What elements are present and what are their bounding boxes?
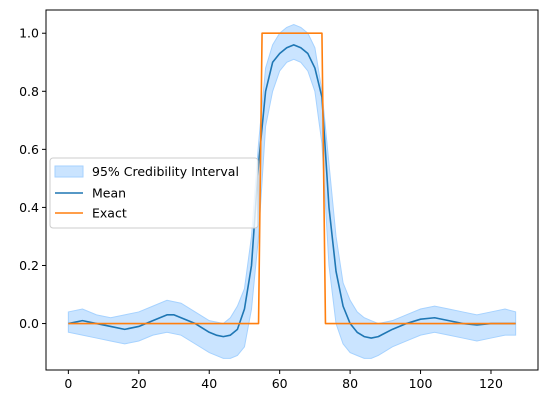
x-tick-label: 20	[131, 376, 147, 391]
x-tick-label: 100	[409, 376, 433, 391]
y-tick-label: 1.0	[19, 26, 39, 41]
x-tick-label: 40	[201, 376, 217, 391]
y-tick-label: 0.0	[19, 316, 39, 331]
legend-label-exact: Exact	[92, 206, 127, 221]
series-line-exact	[68, 32, 516, 325]
x-tick-label: 80	[342, 376, 358, 391]
legend-label-band: 95% Credibility Interval	[92, 164, 239, 179]
legend: 95% Credibility Interval Mean Exact	[49, 157, 259, 229]
plot-area	[67, 23, 517, 359]
series-line-mean	[68, 44, 516, 339]
axis-ticks: 0 20 40 60 80 100 120 0.0 0.2 0.4 0.6 0.8 1.0	[19, 26, 503, 391]
x-tick-label: 0	[64, 376, 72, 391]
y-tick-label: 0.8	[19, 84, 39, 99]
axes-frame	[45, 9, 539, 371]
legend-swatch-band	[54, 165, 84, 178]
legend-label-mean: Mean	[92, 186, 126, 201]
y-tick-label: 0.4	[19, 200, 39, 215]
y-tick-label: 0.6	[19, 142, 39, 157]
x-tick-label: 120	[479, 376, 503, 391]
x-tick-label: 60	[272, 376, 288, 391]
legend-box	[49, 157, 259, 229]
y-tick-label: 0.2	[19, 258, 39, 273]
